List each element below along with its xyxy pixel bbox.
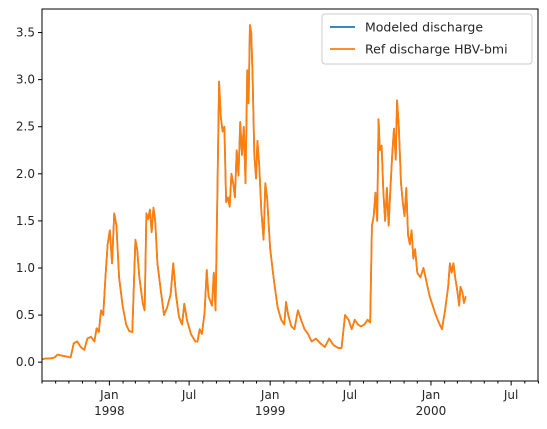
x-tick-year-label: 1998	[94, 404, 125, 418]
y-tick-label: 2.0	[16, 167, 35, 181]
legend-label: Modeled discharge	[365, 20, 483, 35]
x-tick-year-label: 1999	[255, 404, 286, 418]
y-tick-label: 0.5	[16, 308, 35, 322]
legend-box	[321, 13, 533, 65]
y-tick-label: 0.0	[16, 355, 35, 369]
series-line-2	[41, 24, 467, 361]
axes-frame	[41, 8, 539, 382]
y-tick-label: 3.5	[16, 26, 35, 40]
x-tick-label: Jan	[260, 388, 280, 402]
x-tick-label: Jan	[421, 388, 441, 402]
x-tick-label: Jan	[99, 388, 119, 402]
legend-label: Ref discharge HBV-bmi	[365, 42, 508, 57]
x-tick-label: Jul	[503, 388, 518, 402]
plot-area	[41, 24, 467, 361]
x-tick-label: Jul	[181, 388, 196, 402]
x-tick-label: Jul	[342, 388, 357, 402]
legend: Modeled discharge Ref discharge HBV-bmi	[321, 13, 533, 65]
y-tick-label: 2.5	[16, 120, 35, 134]
axes: 0.0 0.5 1.0 1.5 2.0 2.5 3.0 3.5 Jan 1998 Jul Jan 199…	[16, 8, 539, 418]
y-tick-label: 1.5	[16, 214, 35, 228]
y-tick-label: 3.0	[16, 73, 35, 87]
y-tick-label: 1.0	[16, 261, 35, 275]
x-tick-year-label: 2000	[416, 404, 447, 418]
